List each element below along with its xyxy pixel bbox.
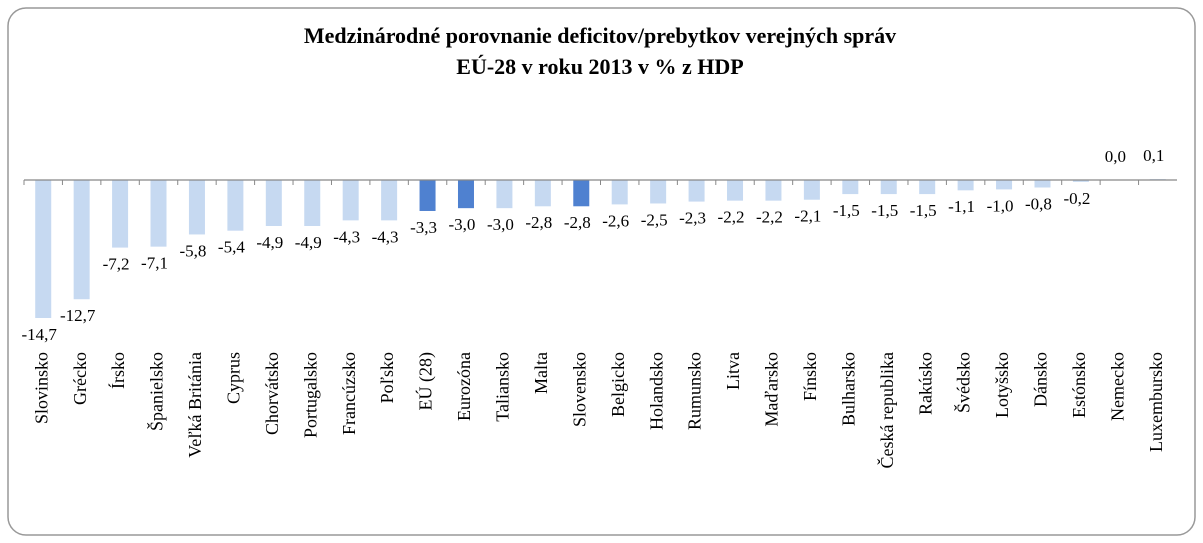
x-tick-label: Portugalsko	[300, 352, 320, 438]
value-label: -2,8	[564, 213, 591, 232]
x-tick-label: Švédsko	[953, 352, 974, 413]
bar	[227, 180, 244, 231]
bar	[534, 180, 551, 207]
x-tick-label: Dánsko	[1031, 352, 1051, 407]
value-label: -2,6	[602, 211, 629, 230]
bar	[611, 180, 628, 205]
bar	[1072, 180, 1089, 182]
x-tick-label: Rakúsko	[915, 352, 935, 415]
value-label: -0,8	[1025, 194, 1052, 213]
bar	[496, 180, 513, 209]
value-label: -7,2	[103, 254, 130, 273]
value-label: -7,1	[141, 254, 168, 273]
bar	[803, 180, 820, 200]
value-label: -1,0	[987, 196, 1014, 215]
x-tick-label: Eurozóna	[454, 352, 474, 421]
bar	[457, 180, 474, 209]
x-tick-label: Česká republika	[876, 352, 897, 468]
value-label: -2,5	[641, 210, 668, 229]
bar	[957, 180, 974, 191]
bar	[304, 180, 321, 226]
x-tick-label: Taliansko	[493, 352, 513, 422]
x-tick-label: Fínsko	[800, 352, 820, 401]
bar	[150, 180, 167, 247]
x-tick-label: Maďarsko	[762, 352, 782, 427]
x-tick-label: Luxembursko	[1146, 352, 1166, 452]
value-label: -1,5	[910, 201, 937, 220]
x-tick-label: Holandsko	[646, 352, 666, 430]
value-label: -5,8	[179, 241, 206, 260]
value-label: -14,7	[22, 325, 58, 344]
value-label: 0,1	[1143, 146, 1164, 165]
bar	[35, 180, 52, 318]
bar	[265, 180, 282, 226]
x-tick-label: Veľká Británia	[185, 352, 205, 458]
value-label: -2,3	[679, 208, 706, 227]
bar	[688, 180, 705, 202]
x-tick-label: Poľsko	[377, 352, 397, 403]
value-label: -2,2	[756, 208, 783, 227]
bar	[1034, 180, 1051, 188]
bar	[342, 180, 359, 221]
bar	[573, 180, 590, 207]
value-label: -3,0	[487, 215, 514, 234]
x-tick-label: Írsko	[107, 352, 128, 389]
bar	[188, 180, 205, 235]
value-label: -2,1	[794, 207, 821, 226]
x-tick-label: Chorvátsko	[262, 352, 282, 435]
value-label: -1,5	[833, 201, 860, 220]
x-tick-label: Cyprus	[224, 352, 244, 404]
bar	[996, 180, 1013, 190]
value-label: -1,5	[871, 201, 898, 220]
x-tick-label: Slovinsko	[31, 352, 51, 424]
x-tick-label: Grécko	[70, 352, 90, 405]
bar	[73, 180, 90, 300]
bar	[765, 180, 782, 201]
value-label: 0,0	[1105, 147, 1126, 166]
x-tick-label: Litva	[723, 352, 743, 390]
x-tick-label: Nemecko	[1107, 352, 1127, 421]
bar	[842, 180, 859, 195]
x-tick-label: Španielsko	[146, 352, 167, 431]
value-label: -4,9	[295, 233, 322, 252]
chart-subtitle: EÚ-28 v roku 2013 v % z HDP	[456, 54, 743, 79]
x-tick-label: Francúzsko	[339, 352, 359, 435]
x-tick-label: Belgicko	[608, 352, 628, 417]
bar	[650, 180, 667, 204]
x-tick-label: EÚ (28)	[415, 352, 437, 410]
value-label: -3,0	[449, 215, 476, 234]
value-label: -4,3	[372, 227, 399, 246]
x-tick-label: Malta	[531, 352, 551, 394]
x-tick-label: Lotyšsko	[992, 352, 1012, 418]
value-label: -3,3	[410, 218, 437, 237]
x-tick-label: Bulharsko	[838, 352, 858, 426]
x-tick-label: Estónsko	[1069, 352, 1089, 418]
value-label: -0,2	[1063, 189, 1090, 208]
x-tick-label: Rumunsko	[685, 352, 705, 430]
value-label: -4,3	[333, 227, 360, 246]
bar	[419, 180, 436, 211]
x-tick-label: Slovensko	[569, 352, 589, 427]
value-label: -2,8	[525, 213, 552, 232]
value-label: -12,7	[60, 306, 96, 325]
bar	[381, 180, 398, 221]
value-label: -1,1	[948, 197, 975, 216]
bar	[919, 180, 936, 195]
value-label: -2,2	[718, 208, 745, 227]
value-label: -5,4	[218, 238, 245, 257]
bar	[112, 180, 129, 248]
chart-frame	[7, 7, 1196, 536]
bar	[727, 180, 744, 201]
bar	[880, 180, 897, 195]
chart-title: Medzinárodné porovnanie deficitov/prebyt…	[304, 23, 896, 48]
value-label: -4,9	[256, 233, 283, 252]
